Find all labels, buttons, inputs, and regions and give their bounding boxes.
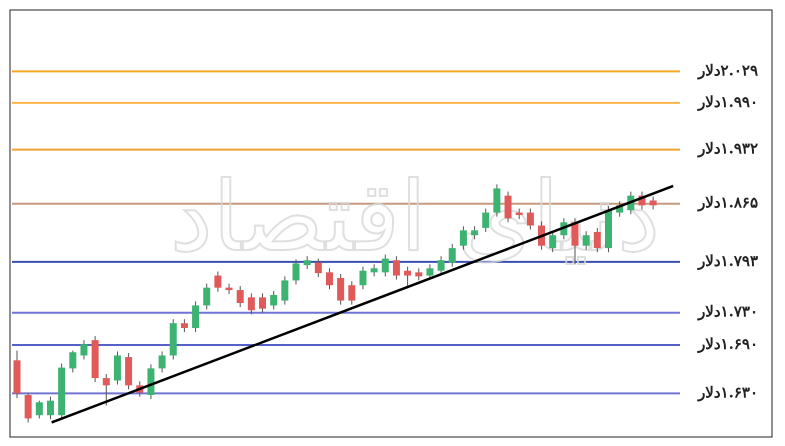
candle-body xyxy=(169,323,177,356)
candle-body xyxy=(24,395,32,419)
candle-body xyxy=(69,352,77,369)
candle-body xyxy=(582,235,590,246)
candle-body xyxy=(147,368,155,396)
candle-body xyxy=(549,235,557,249)
candle-body xyxy=(91,340,99,379)
candle-body xyxy=(426,268,434,276)
trend-line xyxy=(51,184,674,424)
candle-body xyxy=(325,272,333,286)
candle-body xyxy=(337,277,345,301)
candle-body xyxy=(35,402,43,416)
candle-body xyxy=(303,260,311,266)
candle-body xyxy=(448,248,456,263)
candle-body xyxy=(415,272,423,277)
level-label: ۱.۹۳۲دلار xyxy=(697,140,758,158)
candle-body xyxy=(504,195,512,219)
candle-body xyxy=(381,258,389,273)
candle-body xyxy=(225,287,233,291)
candle-body xyxy=(247,297,255,311)
candle-body xyxy=(515,212,523,216)
candle-body xyxy=(281,280,289,301)
candle-body xyxy=(571,222,579,246)
level-label: ۱.۶۳۰دلار xyxy=(697,383,758,401)
level-label: ۱.۷۳۰دلار xyxy=(697,303,758,321)
candle-body xyxy=(203,287,211,306)
candle-body xyxy=(214,275,222,288)
chart-frame xyxy=(9,9,773,438)
candle-body xyxy=(192,305,200,329)
candle-body xyxy=(180,323,188,329)
candle-body xyxy=(604,210,612,249)
candle-body xyxy=(158,355,166,369)
candle-body xyxy=(102,378,110,386)
level-label: ۱.۶۹۰دلار xyxy=(697,335,758,353)
candle-body xyxy=(649,200,657,206)
candle-body xyxy=(314,262,322,274)
candle-body xyxy=(459,230,467,246)
candle-body xyxy=(370,268,378,273)
candle-body xyxy=(616,205,624,213)
candle-body xyxy=(359,270,367,286)
candle-body xyxy=(46,400,54,416)
level-label: ۱.۷۹۳دلار xyxy=(697,252,758,270)
candle-body xyxy=(13,360,21,394)
candle-body xyxy=(348,285,356,301)
candle-body xyxy=(437,260,445,271)
candle-body xyxy=(526,212,534,226)
candle-body xyxy=(270,294,278,306)
level-label: ۱.۹۹۰دلار xyxy=(697,93,758,111)
candle-body xyxy=(593,231,601,249)
candle-body xyxy=(58,367,66,416)
candle-body xyxy=(482,212,490,228)
candle-body xyxy=(113,355,121,381)
candle-body xyxy=(471,230,479,236)
candle-body xyxy=(404,270,412,276)
candle-body xyxy=(80,344,88,356)
level-label: ۲.۰۲۹دلار xyxy=(697,61,758,79)
candle-body xyxy=(292,263,300,281)
candle-body xyxy=(638,195,646,206)
level-label: ۱.۸۶۵دلار xyxy=(697,194,758,212)
candle-body xyxy=(259,297,267,309)
candle-body xyxy=(493,188,501,213)
candle-body xyxy=(236,290,244,304)
candle-body xyxy=(125,357,133,386)
watermark: دنیای اقتصاد xyxy=(170,161,660,273)
candle-body xyxy=(392,260,400,276)
